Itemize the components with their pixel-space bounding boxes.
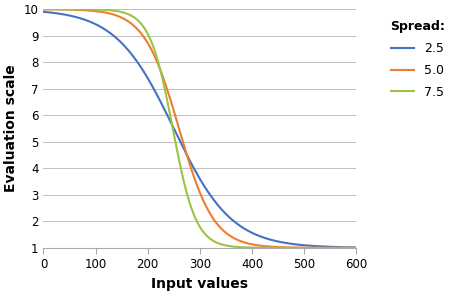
7.5	[287, 246, 292, 250]
5.0	[41, 7, 46, 11]
Line: 2.5: 2.5	[43, 12, 356, 248]
7.5	[344, 246, 350, 250]
7.5	[193, 217, 198, 220]
Legend: 2.5, 5.0, 7.5: 2.5, 5.0, 7.5	[385, 15, 450, 104]
2.5	[57, 12, 62, 15]
7.5	[344, 246, 350, 250]
7.5	[353, 246, 359, 250]
5.0	[193, 180, 198, 183]
5.0	[344, 246, 350, 250]
7.5	[41, 7, 46, 11]
Line: 5.0: 5.0	[43, 9, 356, 248]
2.5	[41, 10, 46, 14]
2.5	[193, 170, 198, 173]
5.0	[287, 246, 292, 249]
2.5	[185, 154, 190, 158]
2.5	[344, 245, 350, 249]
5.0	[353, 246, 359, 250]
7.5	[185, 193, 190, 196]
5.0	[344, 246, 350, 250]
X-axis label: Input values: Input values	[151, 277, 248, 291]
5.0	[57, 8, 62, 11]
7.5	[57, 7, 62, 11]
Line: 7.5: 7.5	[43, 9, 356, 248]
2.5	[344, 245, 350, 249]
2.5	[353, 246, 359, 249]
2.5	[287, 242, 292, 245]
Y-axis label: Evaluation scale: Evaluation scale	[4, 65, 18, 192]
5.0	[185, 155, 190, 158]
